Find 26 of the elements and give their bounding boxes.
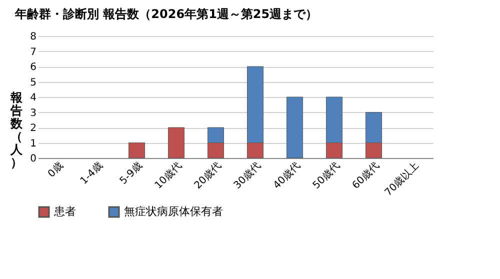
- y-tick-label: 1: [30, 138, 36, 150]
- bar: [128, 142, 145, 158]
- x-tick-label: 20歳代: [192, 160, 224, 192]
- x-tick-label: 70歳以上: [382, 160, 422, 198]
- y-tick-label: 2: [30, 123, 36, 134]
- legend-label: 患者: [53, 205, 76, 218]
- y-tick-label: 8: [30, 32, 36, 42]
- x-tick-label: 1-4歳: [78, 160, 106, 187]
- bar: [168, 127, 184, 158]
- y-tick-label: 3: [30, 108, 36, 119]
- y-tick-label: 5: [30, 77, 36, 88]
- x-tick-label: 5-9歳: [117, 160, 145, 187]
- y-tick-label: 7: [30, 46, 36, 58]
- x-tick-label: 50歳代: [310, 160, 342, 192]
- x-tick-label: 40歳代: [270, 160, 303, 192]
- x-tick-label: 0歳: [45, 160, 66, 180]
- y-tick-label: 0: [30, 154, 36, 164]
- y-tick-label: 4: [30, 92, 36, 104]
- legend-label: 無症状病原体保有者: [124, 205, 223, 218]
- y-tick-label: 6: [30, 62, 36, 73]
- bar: [286, 96, 303, 158]
- x-tick-label: 30歳代: [231, 160, 264, 192]
- x-tick-label: 10歳代: [152, 160, 184, 192]
- chart-title: 年齢群・診断別 報告数（2026年第1週～第25週まで）: [14, 7, 318, 21]
- y-axis-title: 報告数（人）: [10, 90, 24, 170]
- x-tick-label: 60歳代: [350, 160, 382, 192]
